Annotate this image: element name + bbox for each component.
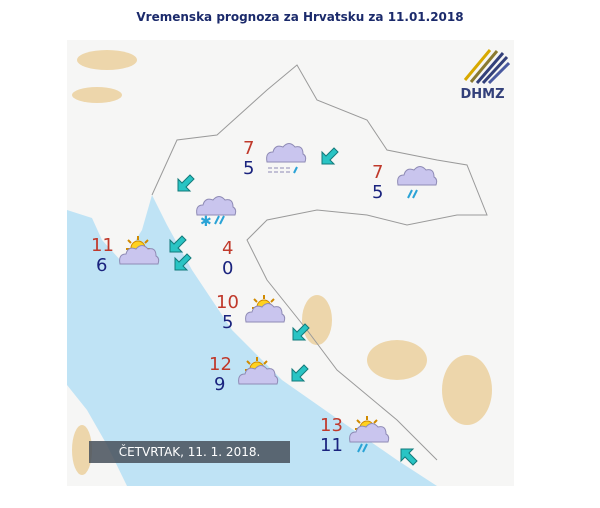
cloud-icon bbox=[245, 303, 286, 323]
min-temp: 6 bbox=[96, 255, 108, 276]
max-temp: 10 bbox=[216, 292, 239, 313]
wind-arrow-icon bbox=[177, 174, 195, 192]
logo-text: DHMZ bbox=[460, 87, 505, 102]
min-temp: 5 bbox=[243, 158, 255, 179]
max-temp: 4 bbox=[222, 238, 234, 259]
logo-mark-icon bbox=[463, 49, 511, 85]
max-temp: 7 bbox=[243, 138, 255, 159]
map-title: Vremenska prognoza za Hrvatsku za 11.01.… bbox=[136, 10, 464, 24]
min-temp: 5 bbox=[222, 312, 234, 333]
cloud-icon bbox=[266, 143, 307, 163]
rain-icon bbox=[357, 443, 368, 453]
snow-icon: ✱ bbox=[200, 214, 212, 230]
dhmz-logo: DHMZ bbox=[455, 45, 511, 102]
wind-arrow-icon bbox=[321, 147, 339, 165]
adriatic-sea bbox=[67, 195, 437, 486]
cloud-icon bbox=[119, 245, 160, 265]
wind-arrow-icon bbox=[292, 323, 310, 341]
max-temp: 11 bbox=[91, 235, 114, 256]
fog-icon bbox=[268, 167, 290, 173]
cloud-icon bbox=[349, 423, 390, 443]
min-temp: 0 bbox=[222, 258, 234, 279]
max-temp: 7 bbox=[372, 162, 384, 183]
rain-icon bbox=[214, 215, 225, 225]
rain-icon bbox=[407, 189, 418, 199]
cloud-icon bbox=[196, 196, 237, 216]
wind-arrow-icon bbox=[174, 253, 192, 271]
date-label: ČETVRTAK, 11. 1. 2018. bbox=[89, 441, 290, 463]
min-temp: 9 bbox=[214, 374, 226, 395]
max-temp: 13 bbox=[320, 415, 343, 436]
cloud-icon bbox=[397, 166, 438, 186]
wind-arrow-icon bbox=[291, 364, 309, 382]
rain-icon bbox=[293, 166, 298, 174]
wind-arrow-icon bbox=[169, 235, 187, 253]
croatia-border bbox=[151, 64, 488, 461]
cloud-icon bbox=[238, 365, 279, 385]
max-temp: 12 bbox=[209, 354, 232, 375]
wind-arrow-icon bbox=[400, 448, 418, 466]
min-temp: 5 bbox=[372, 182, 384, 203]
min-temp: 11 bbox=[320, 435, 343, 456]
